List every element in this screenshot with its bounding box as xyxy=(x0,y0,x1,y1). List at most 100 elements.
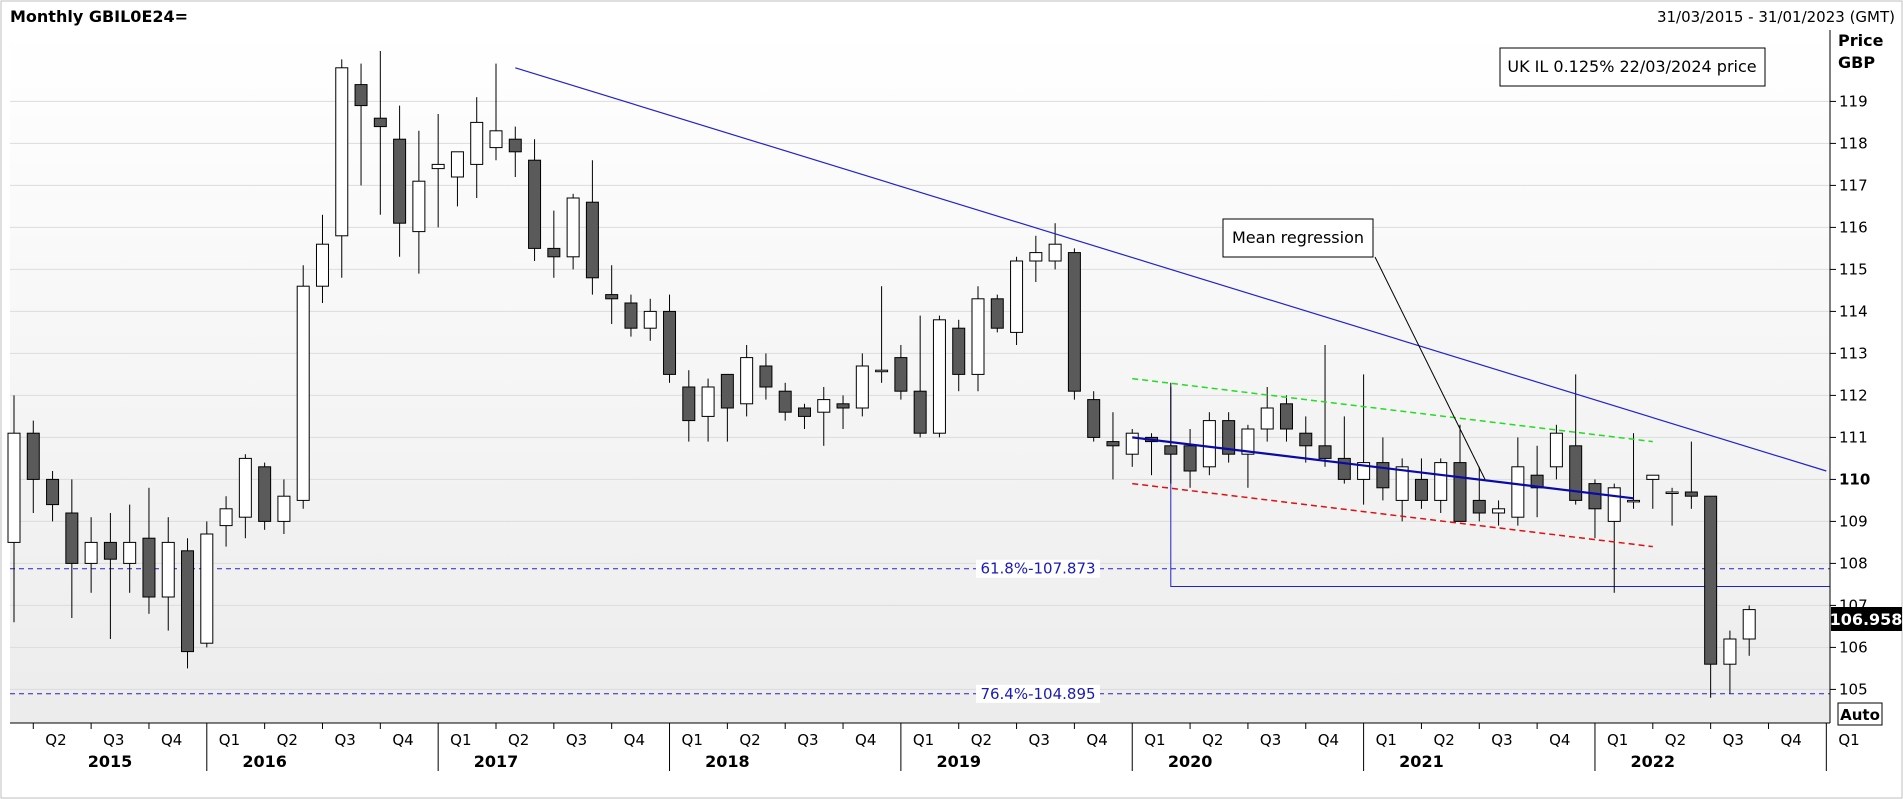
candle-body xyxy=(508,138,522,153)
y-tick-label: 113 xyxy=(1839,344,1868,362)
fib-level-label: 61.8%-107.873 xyxy=(980,560,1095,578)
candle-body xyxy=(1530,474,1544,489)
downtrend-line xyxy=(515,67,1827,472)
annotation-box: Mean regression xyxy=(1222,218,1374,258)
candle-body xyxy=(1684,491,1698,497)
candle-body xyxy=(1665,491,1679,494)
last-price-box: 106.958 xyxy=(1830,607,1903,631)
candle-body xyxy=(1627,499,1641,503)
candle-body xyxy=(277,495,291,522)
x-quarter-label: Q2 xyxy=(1665,731,1686,749)
chart-title: Monthly GBIL0E24= xyxy=(10,7,188,26)
candle-body xyxy=(624,302,638,329)
x-quarter-label: Q1 xyxy=(1144,731,1165,749)
candle-body xyxy=(643,310,657,329)
candle-body xyxy=(855,365,869,409)
candle-body xyxy=(354,84,368,107)
fib-level-label: 76.4%-104.895 xyxy=(980,685,1095,703)
candle-body xyxy=(1106,441,1120,447)
candle-body xyxy=(373,117,387,128)
candle-body xyxy=(46,478,60,506)
candle-body xyxy=(585,201,599,279)
x-quarter-label: Q4 xyxy=(161,731,182,749)
candle-body xyxy=(258,466,272,522)
x-quarter-label: Q4 xyxy=(855,731,876,749)
y-tick-label: 112 xyxy=(1839,386,1868,404)
x-year-label: 2022 xyxy=(1631,752,1676,771)
y-tick-label: 105 xyxy=(1839,680,1868,698)
candle-body xyxy=(412,180,426,233)
x-quarter-label: Q4 xyxy=(1318,731,1339,749)
candle-body xyxy=(1395,466,1409,501)
x-quarter-label: Q4 xyxy=(1780,731,1801,749)
x-quarter-label: Q3 xyxy=(103,731,124,749)
candle-body xyxy=(393,138,407,224)
candle-body xyxy=(431,163,445,170)
candle-body xyxy=(238,457,252,518)
candle-body xyxy=(1453,462,1467,522)
candle-body xyxy=(701,386,715,417)
candle-body xyxy=(1241,428,1255,455)
x-quarter-label: Q3 xyxy=(797,731,818,749)
candle-body xyxy=(219,508,233,527)
y-tick-label: 115 xyxy=(1839,260,1868,278)
x-quarter-label: Q2 xyxy=(739,731,760,749)
candle-body xyxy=(1549,432,1563,468)
candle-body xyxy=(971,298,985,375)
candle-body xyxy=(990,298,1004,329)
auto-button[interactable]: Auto xyxy=(1837,702,1883,726)
candle-body xyxy=(470,121,484,165)
y-tick-label: 108 xyxy=(1839,554,1868,572)
x-quarter-label: Q3 xyxy=(1723,731,1744,749)
candle-body xyxy=(1010,260,1024,333)
x-year-label: 2019 xyxy=(936,752,981,771)
candle-body xyxy=(1742,609,1756,640)
candle-body xyxy=(142,537,156,598)
y-tick-label: 117 xyxy=(1839,176,1868,194)
candle-body xyxy=(1723,638,1737,665)
candle-body xyxy=(1183,445,1197,472)
candle-body xyxy=(1318,445,1332,459)
candle-body xyxy=(84,541,98,564)
candle-body xyxy=(65,512,79,564)
candle-body xyxy=(1492,508,1506,514)
candle-body xyxy=(1511,466,1525,518)
fib-label-bg xyxy=(976,559,1100,578)
x-quarter-label: Q1 xyxy=(1607,731,1628,749)
candle-body xyxy=(1202,420,1216,468)
y-tick-label: 116 xyxy=(1839,218,1868,236)
candle-body xyxy=(1704,495,1718,665)
candle-body xyxy=(720,373,734,409)
y-axis-label-currency: GBP xyxy=(1838,53,1875,72)
auto-label[interactable]: Auto xyxy=(1840,706,1880,724)
candle-body xyxy=(335,67,349,237)
candle-body xyxy=(26,432,40,480)
x-quarter-label: Q1 xyxy=(1376,731,1397,749)
candle-body xyxy=(682,386,696,422)
x-year-label: 2018 xyxy=(705,752,750,771)
legend-box: UK IL 0.125% 22/03/2024 price xyxy=(1499,47,1766,87)
last-price-label: 106.958 xyxy=(1830,610,1903,629)
x-quarter-label: Q1 xyxy=(913,731,934,749)
x-quarter-label: Q2 xyxy=(277,731,298,749)
candle-body xyxy=(1222,420,1236,455)
candle-body xyxy=(1569,445,1583,501)
upper-channel-line xyxy=(1132,377,1653,443)
x-quarter-label: Q4 xyxy=(1549,731,1570,749)
candle-body xyxy=(932,319,946,434)
x-year-label: 2017 xyxy=(474,752,519,771)
fib-label-bg xyxy=(976,684,1100,703)
candle-body xyxy=(1472,499,1486,514)
candle-body xyxy=(797,407,811,417)
candle-body xyxy=(489,130,503,149)
annotation-text: Mean regression xyxy=(1232,228,1364,247)
y-tick-label: 119 xyxy=(1839,92,1868,110)
annotation-pointer xyxy=(1374,256,1486,480)
candle-body xyxy=(740,357,754,405)
x-quarter-label: Q2 xyxy=(1202,731,1223,749)
candle-body xyxy=(123,541,137,564)
x-quarter-label: Q1 xyxy=(682,731,703,749)
y-tick-label: 111 xyxy=(1839,428,1868,446)
date-range: 31/03/2015 - 31/01/2023 (GMT) xyxy=(1657,8,1895,26)
